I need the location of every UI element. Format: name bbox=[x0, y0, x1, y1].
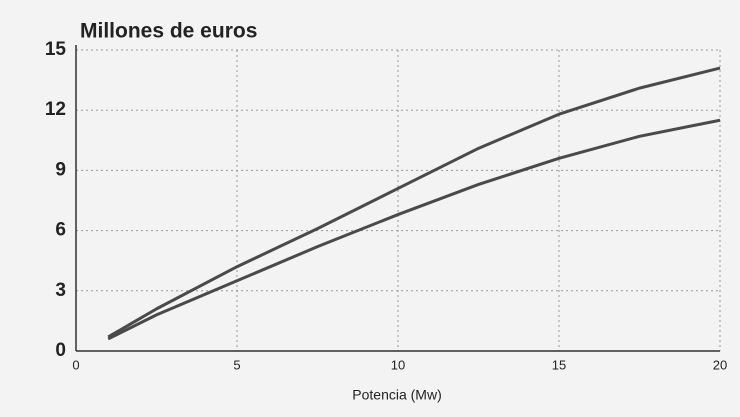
x-axis-label: Potencia (Mw) bbox=[352, 387, 441, 403]
x-tick-label: 0 bbox=[72, 357, 79, 372]
line-series bbox=[107, 66, 721, 339]
x-tick-label: 10 bbox=[391, 357, 405, 372]
y-tick-label: 12 bbox=[45, 99, 66, 120]
y-tick-label: 15 bbox=[45, 39, 67, 60]
y-tick-label: 6 bbox=[55, 220, 66, 241]
y-tick-label: 9 bbox=[55, 159, 66, 180]
y-tick-label: 0 bbox=[55, 340, 66, 361]
line-series bbox=[107, 118, 721, 341]
x-tick-label: 15 bbox=[552, 357, 566, 372]
y-tick-label: 3 bbox=[55, 280, 66, 301]
x-tick-label: 5 bbox=[233, 357, 240, 372]
x-tick-label: 20 bbox=[713, 357, 727, 372]
chart-title: Millones de euros bbox=[80, 20, 257, 43]
